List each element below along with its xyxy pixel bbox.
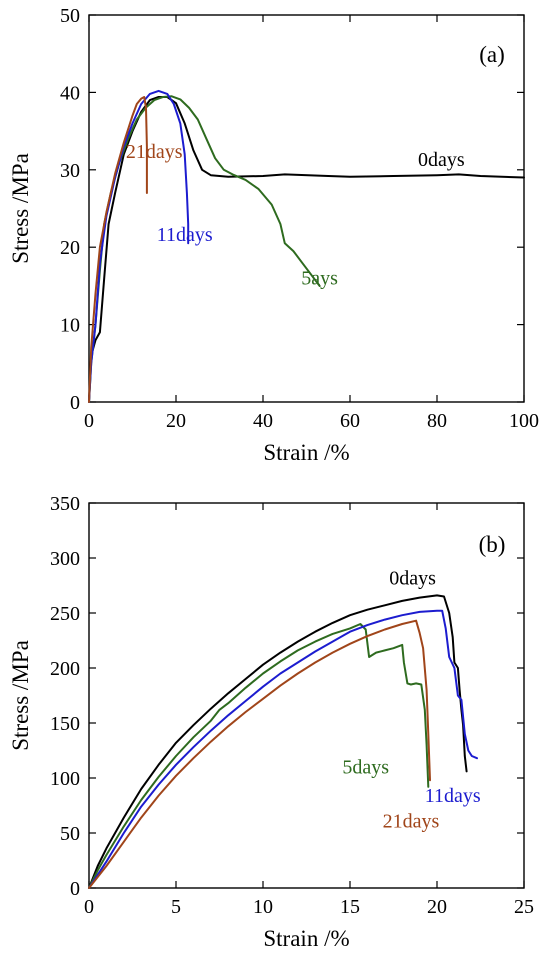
panel-label: (b) bbox=[479, 532, 506, 557]
series-label-11days: 11days bbox=[425, 785, 481, 807]
y-tick-label: 0 bbox=[70, 392, 80, 414]
series-label-0days: 0days bbox=[389, 567, 436, 589]
y-tick-label: 50 bbox=[60, 823, 80, 845]
x-axis-title: Strain /% bbox=[263, 926, 349, 951]
x-tick-label: 100 bbox=[509, 410, 539, 432]
panel-label: (a) bbox=[479, 42, 505, 67]
plot-frame bbox=[88, 14, 525, 403]
x-tick-label: 0 bbox=[84, 896, 94, 918]
series-line-21days bbox=[88, 96, 148, 403]
y-tick-label: 300 bbox=[50, 548, 80, 570]
series-label-5days: 5days bbox=[342, 757, 389, 779]
y-axis-title: Stress /MPa bbox=[8, 153, 33, 264]
y-tick-label: 10 bbox=[60, 315, 80, 337]
x-axis-title: Strain /% bbox=[263, 440, 349, 465]
series-label-21days: 21days bbox=[126, 141, 183, 163]
y-axis-title: Stress /MPa bbox=[8, 640, 33, 751]
x-tick-label: 15 bbox=[340, 896, 360, 918]
chart-panel-a: 0 20 40 60 80 100 0 10 20 30 40 50 Strain /% Stress /… bbox=[8, 5, 539, 465]
x-tick-label: 80 bbox=[427, 410, 447, 432]
y-tick-label: 200 bbox=[50, 658, 80, 680]
y-tick-label: 30 bbox=[60, 160, 80, 182]
x-tick-label: 20 bbox=[166, 410, 186, 432]
x-tick-label: 5 bbox=[171, 896, 181, 918]
series-line-0days bbox=[88, 594, 468, 889]
series-label-0days: 0days bbox=[418, 149, 465, 171]
y-tick-label: 20 bbox=[60, 237, 80, 259]
y-tick-label: 50 bbox=[60, 5, 80, 27]
x-tick-label: 10 bbox=[253, 896, 273, 918]
series-line-11days bbox=[88, 89, 190, 403]
series-line-0days bbox=[88, 96, 525, 403]
series-line-11days bbox=[88, 609, 478, 889]
y-tick-label: 0 bbox=[70, 878, 80, 900]
series-label-11days: 11days bbox=[157, 224, 213, 246]
y-tick-label: 40 bbox=[60, 82, 80, 104]
y-tick-label: 350 bbox=[50, 493, 80, 515]
series-label-21days: 21days bbox=[383, 811, 440, 833]
x-tick-label: 60 bbox=[340, 410, 360, 432]
x-tick-label: 20 bbox=[427, 896, 447, 918]
x-tick-label: 0 bbox=[84, 410, 94, 432]
y-tick-label: 100 bbox=[50, 768, 80, 790]
x-tick-label: 40 bbox=[253, 410, 273, 432]
series-label-5ays: 5ays bbox=[301, 267, 338, 289]
y-tick-label: 250 bbox=[50, 603, 80, 625]
y-tick-label: 150 bbox=[50, 713, 80, 735]
series-line-5days bbox=[88, 623, 430, 889]
series-line-21days bbox=[88, 619, 431, 889]
plot-frame bbox=[88, 502, 525, 889]
x-tick-label: 25 bbox=[514, 896, 534, 918]
